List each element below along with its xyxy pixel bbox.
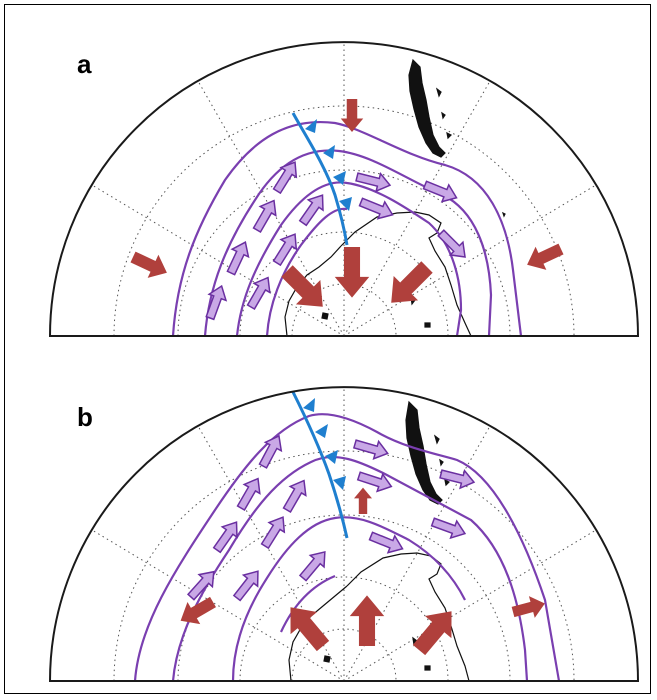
cold-front-icon (291, 112, 352, 246)
flow-arrow-icon (246, 276, 271, 311)
ocean-flow-arrows (186, 434, 476, 602)
flow-arrow-icon (232, 570, 259, 602)
wind-arrow-icon (353, 487, 373, 514)
wind-arrow-icon (349, 595, 385, 646)
panel-a: a (5, 5, 652, 350)
flow-arrow-icon (352, 439, 389, 460)
wind-arrow-icon (281, 265, 323, 307)
flow-arrow-icon (439, 468, 476, 490)
streamlines (171, 120, 523, 337)
cold-front-icon (291, 391, 349, 539)
flow-arrow-icon (298, 194, 324, 227)
ocean-flow-arrows (205, 161, 466, 321)
wind-arrows (180, 487, 545, 656)
flow-arrow-icon (356, 471, 393, 493)
latitude-grid (91, 387, 597, 681)
flow-arrow-icon (282, 479, 307, 514)
flow-arrow-icon (298, 550, 326, 582)
panel-label-b: b (77, 402, 93, 432)
wind-arrow-icon (130, 251, 167, 278)
map-boundary (48, 386, 640, 682)
flow-arrow-icon (368, 531, 404, 554)
wind-arrow-icon (334, 247, 370, 298)
flow-arrow-icon (212, 521, 238, 554)
wind-arrow-icon (412, 611, 452, 656)
flow-arrow-icon (260, 516, 286, 550)
wind-arrow-icon (340, 99, 364, 132)
map-boundary (48, 41, 640, 337)
flow-arrow-icon (272, 161, 298, 195)
latitude-grid (91, 42, 597, 336)
flow-arrow-icon (422, 180, 458, 203)
flow-arrow-icon (355, 171, 392, 193)
flow-arrow-icon (226, 241, 250, 276)
flow-arrow-icon (205, 284, 228, 321)
wind-arrow-icon (527, 243, 564, 270)
figure-frame: a (4, 4, 651, 694)
flow-arrow-icon (186, 570, 215, 601)
panel-b: b (5, 350, 652, 695)
panel-label-a: a (77, 49, 92, 79)
polar-map-b (48, 386, 640, 682)
flow-arrow-icon (252, 199, 277, 234)
flow-arrow-icon (272, 233, 298, 267)
polar-map-a (48, 41, 640, 337)
flow-arrow-icon (236, 477, 261, 512)
flow-arrow-icon (430, 517, 467, 540)
flow-arrow-icon (437, 229, 466, 258)
streamlines (133, 413, 561, 682)
wind-arrow-icon (290, 607, 330, 652)
wind-arrows (130, 99, 564, 307)
wind-arrow-icon (511, 596, 545, 618)
flow-arrow-icon (358, 197, 394, 220)
wind-arrow-icon (391, 261, 433, 303)
flow-arrow-icon (258, 434, 283, 469)
wind-arrow-icon (180, 596, 216, 625)
